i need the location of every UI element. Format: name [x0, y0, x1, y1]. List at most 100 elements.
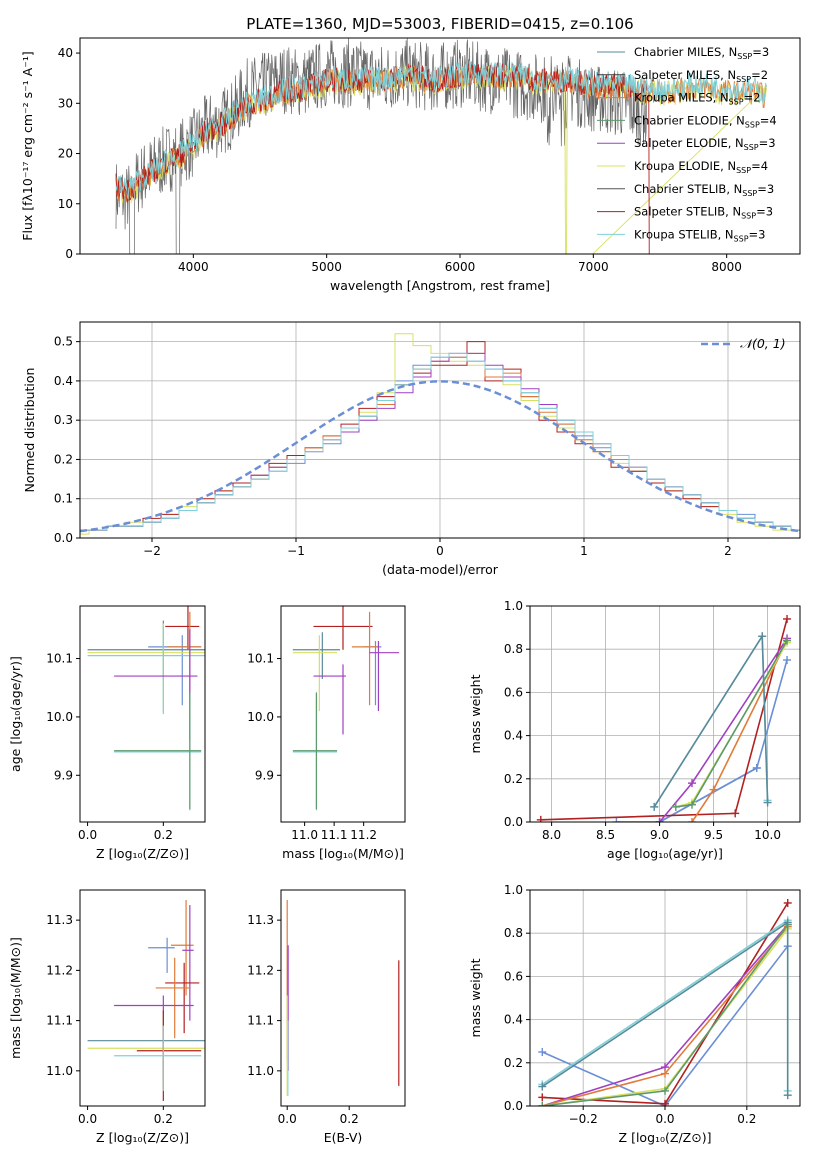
ticks: 8.0 8.5 9.0 9.5 10.0 0.0 0.2 0.4 0.6 0.8 1.0: [504, 599, 781, 842]
legend-entry-main: Kroupa MILES, N: [634, 91, 729, 105]
y-tick-label: 10.1: [247, 652, 274, 666]
y-tick-label: 10: [58, 197, 73, 211]
legend-entry: Salpeter ELODIE, NSSP=3: [634, 136, 776, 152]
x-axis-label: Z [log₁₀(Z/Z⊙)]: [619, 1130, 712, 1145]
y-tick-label: 0.5: [54, 335, 73, 349]
x-axis-label: Z [log₁₀(Z/Z⊙)]: [96, 846, 189, 861]
x-tick-label: 0.0: [278, 1112, 297, 1126]
y-tick-label: 11.2: [247, 963, 274, 977]
x-axis-label: mass [log₁₀(M/M⊙)]: [282, 846, 404, 861]
x-tick-label: 0.0: [78, 828, 97, 842]
plot-content: [87, 606, 205, 811]
y-tick-label: 0.1: [54, 492, 73, 506]
legend-entry-main: Kroupa STELIB, N: [634, 227, 734, 241]
panel-mass-vs-ebv: 0.0 0.2 11.0 11.1 11.2 11.3 E(B-V): [247, 889, 406, 1145]
plot-content: [286, 900, 400, 1096]
panel-residuals: −2 −1 0 1 2 0.0 0.1 0.2 0.3 0.4 0.5 (data-model)/er…: [22, 321, 801, 577]
errorbar-point: [292, 635, 338, 712]
x-tick-label: 11.0: [291, 828, 318, 842]
ticks: 0.0 0.2 11.0 11.1 11.2 11.3: [46, 913, 173, 1126]
panel-mass-vs-z: 0.0 0.2 11.0 11.1 11.2 11.3 Z [log₁₀(Z/Z⊙)] mas…: [8, 889, 206, 1145]
x-tick-label: −0.2: [569, 1112, 598, 1126]
plot-content: [536, 614, 792, 822]
axes-frame: [280, 889, 406, 1107]
histogram-step: [80, 333, 800, 535]
ticks: 0.0 0.2 9.9 10.0 10.1: [46, 652, 173, 842]
x-tick-label: 1: [580, 544, 588, 558]
x-tick-label: 8.5: [596, 828, 615, 842]
legend-entry-main: Chabrier MILES, N: [634, 45, 737, 59]
x-tick-label: 6000: [445, 260, 476, 274]
x-tick-label: 9.0: [650, 828, 669, 842]
y-tick-label: 0.0: [504, 815, 523, 829]
x-tick-label: 0.2: [340, 1112, 359, 1126]
legend-entry-subscript: SSP: [737, 52, 752, 61]
errorbar-point: [313, 606, 373, 650]
legend-entry-subscript: SSP: [734, 234, 749, 243]
x-tick-label: −1: [287, 544, 305, 558]
y-tick-label: 0.4: [54, 374, 73, 388]
panels: 4000 5000 6000 7000 8000010203040wavelength …: [8, 37, 801, 1145]
ticks: 0.0 0.2 11.0 11.1 11.2 11.3: [247, 913, 358, 1126]
legend-entry-tail: =4: [760, 113, 777, 127]
y-tick-label: 0.4: [504, 729, 523, 743]
y-tick-label: 0.6: [504, 685, 523, 699]
errorbar-point: [165, 606, 200, 650]
legend-entry-tail: =2: [751, 68, 768, 82]
x-axis-label: age [log₁₀(age/yr)]: [607, 846, 723, 861]
legend-entry: Chabrier MILES, NSSP=3: [634, 45, 769, 61]
weight-series-line: [653, 633, 769, 808]
observed-spectrum-line: [115, 38, 648, 254]
residuals-legend: 𝒩(0, 1): [701, 336, 786, 351]
legend-entry-tail: =3: [752, 45, 769, 59]
y-tick-label: 11.0: [247, 1064, 274, 1078]
y-axis-label: age [log₁₀(age/yr)]: [8, 656, 23, 772]
x-axis-label: (data-model)/error: [382, 562, 499, 577]
figure-title: PLATE=1360, MJD=53003, FIBERID=0415, z=0…: [246, 15, 633, 33]
x-tick-label: 0.0: [655, 1112, 674, 1126]
axes-frame: [79, 605, 206, 823]
errorbar-point: [148, 937, 175, 973]
legend-entry: Kroupa STELIB, NSSP=3: [634, 227, 765, 243]
legend-entry: Chabrier ELODIE, NSSP=4: [634, 113, 777, 129]
axes-frame: [529, 605, 801, 823]
axes-frame: [79, 321, 801, 539]
histogram-step: [80, 356, 800, 531]
x-tick-label: 11.1: [321, 828, 348, 842]
panel-age-vs-z: 0.0 0.2 9.9 10.0 10.1 Z [log₁₀(Z/Z⊙)] age [log…: [8, 605, 206, 861]
errorbar-point: [165, 962, 200, 1034]
legend-entry-subscript: SSP: [741, 212, 756, 221]
weight-series-line: [659, 767, 758, 822]
x-tick-label: −2: [143, 544, 161, 558]
y-tick-label: 1.0: [504, 599, 523, 613]
y-tick-label: 0.8: [504, 642, 523, 656]
y-tick-label: 0.2: [504, 772, 523, 786]
y-axis-label: mass [log₁₀(M/M⊙)]: [8, 937, 23, 1059]
errorbar-point: [313, 664, 346, 735]
grid-lines: [80, 322, 800, 539]
y-tick-label: 0.6: [504, 969, 523, 983]
x-tick-label: 8.0: [542, 828, 561, 842]
plot-content: [115, 38, 767, 254]
errorbar-point: [148, 635, 202, 706]
panel-age-vs-mass: 11.0 11.1 11.2 9.9 10.0 10.1 mass [log₁₀(M/M⊙)…: [247, 605, 406, 861]
errorbar-point: [155, 957, 190, 1039]
legend-entry: Kroupa MILES, NSSP=2: [634, 91, 760, 107]
errorbar-point: [87, 626, 205, 714]
y-axis-label: Flux [fλ10⁻¹⁷ erg cm⁻² s⁻¹ A⁻¹]: [20, 51, 35, 240]
legend-entry-tail: =3: [757, 182, 774, 196]
y-tick-label: 11.3: [247, 913, 274, 927]
y-axis-label: mass weight: [468, 674, 483, 753]
x-tick-label: 0.0: [78, 1112, 97, 1126]
y-tick-label: 0.0: [54, 531, 73, 545]
ticks: −2 −1 0 1 2 0.0 0.1 0.2 0.3 0.4 0.5: [54, 335, 732, 558]
legend-entry: Salpeter MILES, NSSP=2: [634, 68, 768, 84]
axes-frame: [79, 37, 801, 255]
plot-content: [80, 333, 800, 535]
gaussian-curve: [80, 380, 800, 533]
legend-entry: Chabrier STELIB, NSSP=3: [634, 182, 774, 198]
y-axis-label: Normed distribution: [22, 368, 37, 493]
y-tick-label: 0.8: [504, 926, 523, 940]
